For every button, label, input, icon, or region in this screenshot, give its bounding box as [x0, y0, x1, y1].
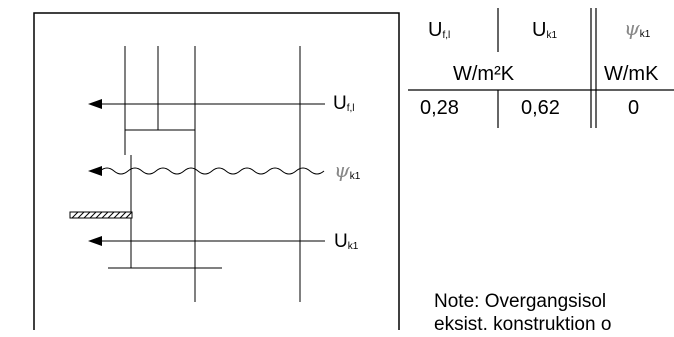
psi-k1-wave	[99, 167, 325, 175]
value-u-k1: 0,62	[521, 97, 560, 119]
u-k1-arrowhead	[88, 236, 102, 246]
psi-k1-label: ψk1	[334, 158, 361, 182]
diagram-frame	[33, 12, 400, 330]
value-psi-k1: 0	[628, 97, 640, 119]
u-k1-label: Uk1	[334, 231, 359, 252]
note-line-2: eksist. konstruktion o	[434, 314, 612, 335]
unit-w-mk: W/mK	[604, 63, 659, 85]
header-u-k1: Uk1	[532, 19, 558, 41]
detail-diagram	[33, 8, 674, 330]
u-fl-label: Uf,l	[333, 93, 355, 114]
psi-k1-arrowhead	[88, 166, 102, 176]
header-psi-k1: ψk1	[624, 16, 651, 40]
ground-hatch	[69, 211, 133, 219]
u-fl-arrowhead	[88, 99, 102, 109]
note-line-1: Note: Overgangsisol	[434, 291, 607, 312]
value-u-fl: 0,28	[420, 97, 459, 119]
header-u-fl: Uf,l	[428, 19, 451, 41]
unit-w-m2k: W/m²K	[453, 63, 515, 85]
